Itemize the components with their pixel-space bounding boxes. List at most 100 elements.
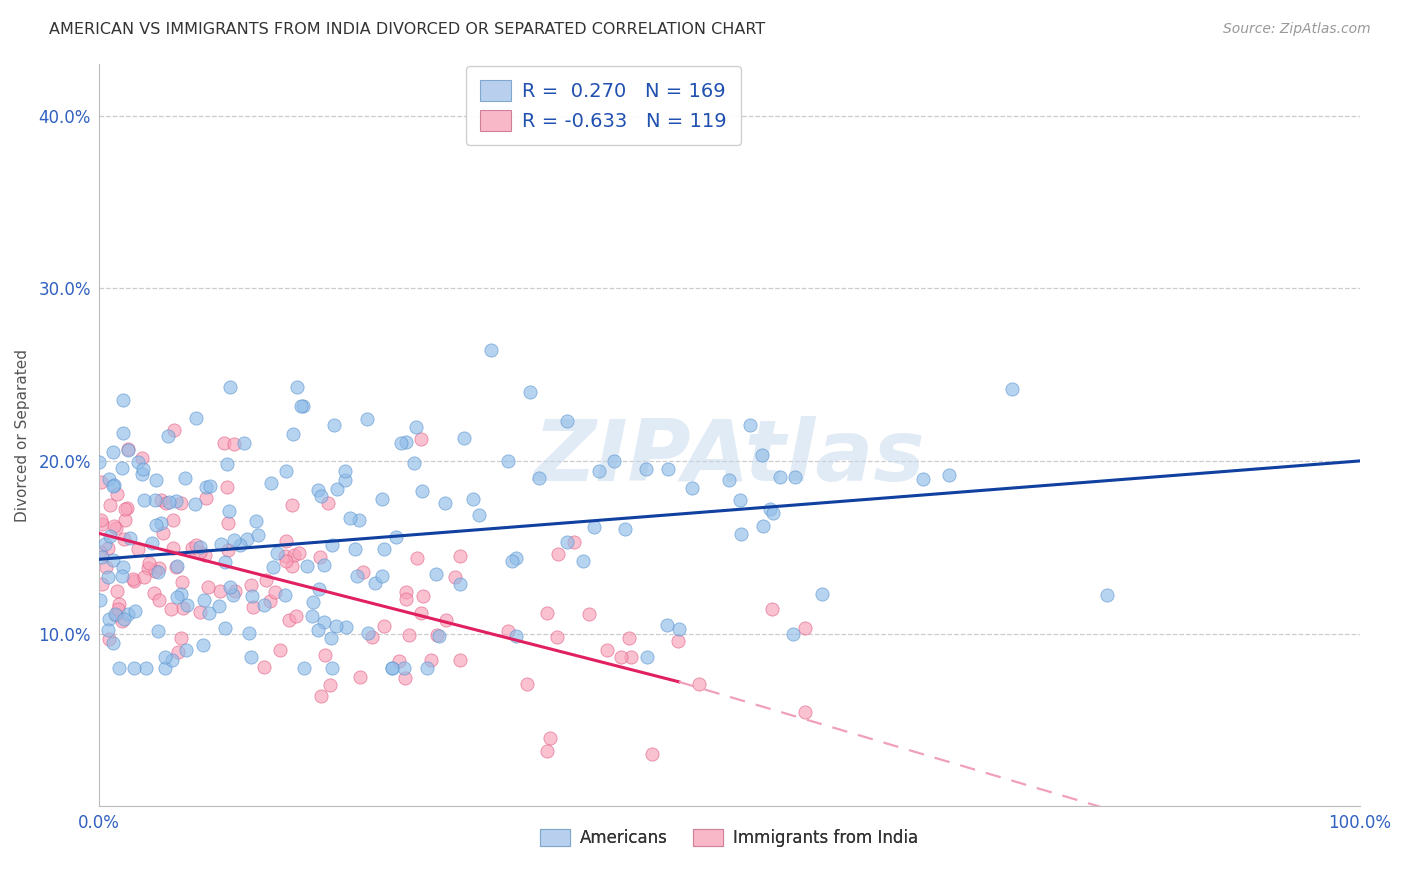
Point: [266, 546, 288, 560]
Point: [145, 518, 167, 533]
Point: [188, 605, 211, 619]
Point: [174, 471, 197, 485]
Point: [728, 492, 751, 507]
Point: [373, 618, 395, 632]
Point: [224, 583, 246, 598]
Point: [426, 628, 449, 642]
Point: [738, 418, 761, 433]
Point: [132, 493, 155, 508]
Point: [98, 612, 121, 626]
Point: [309, 550, 332, 565]
Point: [371, 491, 394, 506]
Point: [214, 621, 236, 635]
Point: [131, 467, 153, 481]
Point: [141, 536, 163, 550]
Point: [420, 653, 443, 667]
Point: [184, 410, 207, 425]
Text: ZIPAtlas: ZIPAtlas: [533, 416, 925, 499]
Point: [148, 624, 170, 639]
Point: [595, 642, 617, 657]
Point: [165, 494, 187, 508]
Point: [155, 496, 177, 510]
Point: [349, 513, 371, 527]
Point: [111, 615, 134, 629]
Y-axis label: Divorced or Separated: Divorced or Separated: [15, 349, 30, 522]
Point: [157, 429, 180, 443]
Point: [1001, 382, 1024, 396]
Point: [1095, 588, 1118, 602]
Point: [285, 380, 308, 394]
Point: [938, 468, 960, 483]
Point: [602, 453, 624, 467]
Point: [718, 473, 741, 487]
Point: [170, 631, 193, 645]
Point: [98, 498, 121, 512]
Point: [148, 592, 170, 607]
Point: [89, 455, 111, 469]
Point: [468, 508, 491, 523]
Point: [516, 677, 538, 691]
Point: [274, 533, 297, 548]
Point: [166, 558, 188, 573]
Point: [166, 590, 188, 604]
Point: [240, 590, 263, 604]
Point: [172, 574, 194, 589]
Point: [209, 584, 232, 599]
Point: [222, 437, 245, 451]
Point: [276, 554, 298, 568]
Point: [409, 432, 432, 446]
Point: [94, 537, 117, 551]
Point: [388, 654, 411, 668]
Point: [90, 550, 112, 565]
Point: [104, 607, 127, 621]
Point: [184, 497, 207, 511]
Point: [288, 546, 311, 560]
Point: [412, 589, 434, 603]
Point: [198, 606, 221, 620]
Point: [208, 599, 231, 613]
Point: [217, 480, 239, 494]
Point: [346, 569, 368, 583]
Point: [262, 560, 284, 574]
Point: [274, 549, 297, 564]
Point: [110, 461, 132, 475]
Point: [295, 559, 318, 574]
Point: [115, 501, 138, 516]
Point: [316, 496, 339, 510]
Point: [181, 541, 204, 555]
Point: [194, 548, 217, 562]
Point: [188, 545, 211, 559]
Point: [505, 550, 527, 565]
Point: [212, 435, 235, 450]
Point: [195, 480, 218, 494]
Point: [425, 567, 447, 582]
Point: [105, 608, 128, 623]
Point: [547, 547, 569, 561]
Point: [114, 502, 136, 516]
Point: [152, 525, 174, 540]
Point: [302, 594, 325, 608]
Point: [100, 529, 122, 543]
Point: [443, 570, 465, 584]
Point: [307, 623, 329, 637]
Point: [193, 592, 215, 607]
Point: [218, 580, 240, 594]
Point: [107, 602, 129, 616]
Point: [157, 495, 180, 509]
Point: [395, 592, 418, 607]
Point: [281, 558, 304, 573]
Point: [356, 412, 378, 426]
Point: [232, 436, 254, 450]
Point: [479, 343, 502, 357]
Point: [578, 607, 600, 621]
Point: [496, 624, 519, 638]
Point: [193, 638, 215, 652]
Point: [217, 457, 239, 471]
Point: [321, 661, 343, 675]
Point: [131, 462, 153, 476]
Point: [309, 689, 332, 703]
Point: [103, 478, 125, 492]
Point: [333, 473, 356, 487]
Point: [176, 598, 198, 612]
Point: [103, 553, 125, 567]
